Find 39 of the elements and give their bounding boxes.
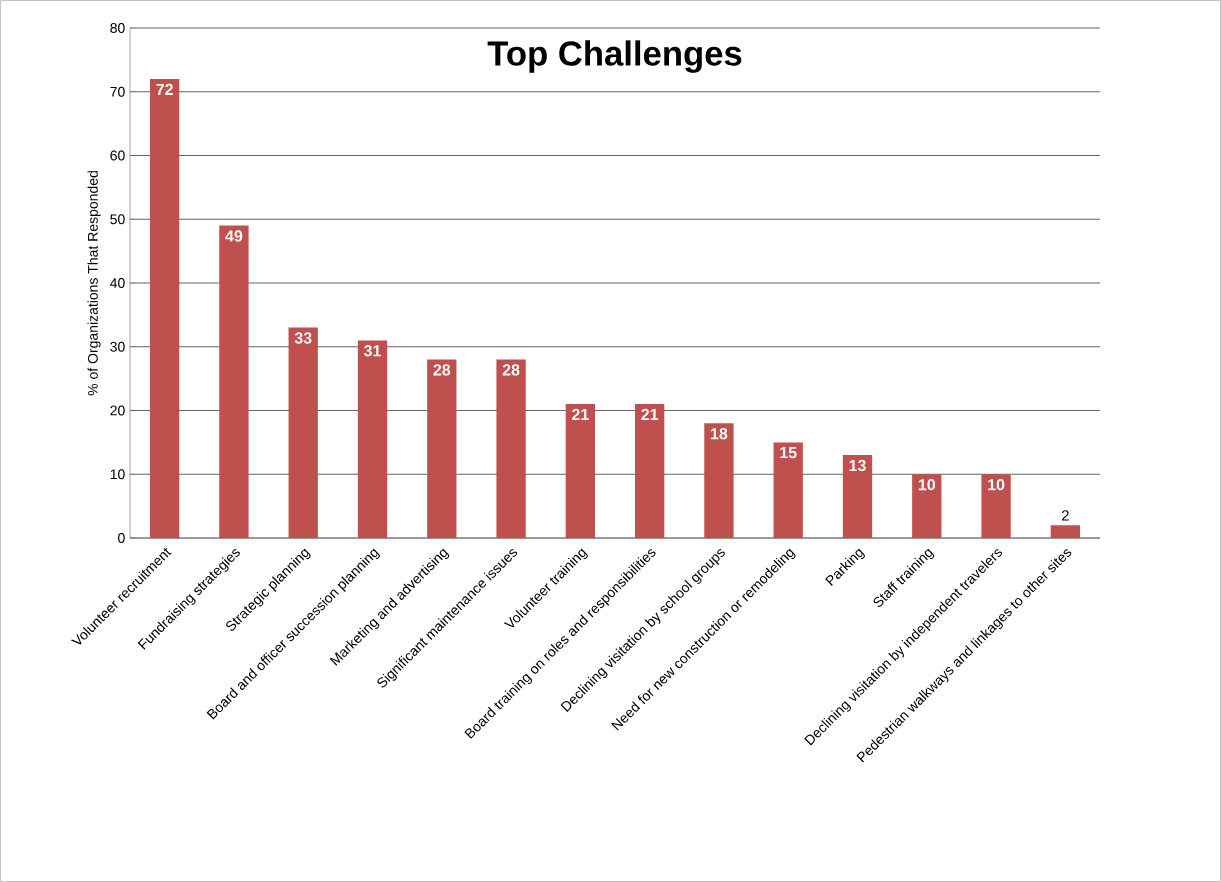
data-label: 33: [294, 332, 312, 344]
bar: [288, 327, 318, 538]
bar: [912, 474, 942, 538]
bar: [1050, 525, 1081, 538]
y-tick-label: 40: [110, 278, 125, 288]
y-tick-label: 60: [110, 150, 125, 161]
data-label: 31: [363, 345, 381, 357]
bar: [634, 404, 665, 538]
bar: [773, 442, 803, 538]
bar: [981, 474, 1011, 538]
y-tick-label: 80: [110, 23, 125, 33]
bar: [149, 79, 180, 538]
data-label: 13: [849, 459, 866, 472]
bar: [219, 225, 249, 538]
data-label: 2: [1062, 510, 1069, 521]
bar: [565, 404, 596, 538]
bar: [427, 359, 457, 538]
y-tick-label: 0: [118, 533, 125, 543]
data-label: 21: [641, 408, 659, 421]
y-tick-label: 20: [110, 405, 125, 416]
chart-title: Top Challenges: [487, 40, 742, 73]
data-label: 28: [502, 364, 520, 376]
data-label: 21: [572, 408, 589, 421]
data-label: 10: [988, 478, 1005, 491]
data-label: 15: [780, 447, 797, 459]
data-label: 10: [918, 478, 936, 491]
y-tick-label: 30: [110, 341, 125, 352]
y-tick-label: 70: [110, 86, 125, 97]
y-axis-title: % of Organizations That Responded: [87, 171, 101, 396]
bar: [842, 455, 873, 538]
y-tick-label: 10: [110, 469, 125, 480]
data-label: 49: [225, 230, 243, 242]
data-label: 18: [711, 427, 728, 440]
data-label: 72: [156, 83, 173, 95]
bar: [704, 423, 734, 538]
bar: [357, 340, 388, 538]
bar: [496, 359, 526, 538]
data-label: 28: [433, 364, 451, 376]
y-tick-label: 50: [110, 214, 125, 225]
